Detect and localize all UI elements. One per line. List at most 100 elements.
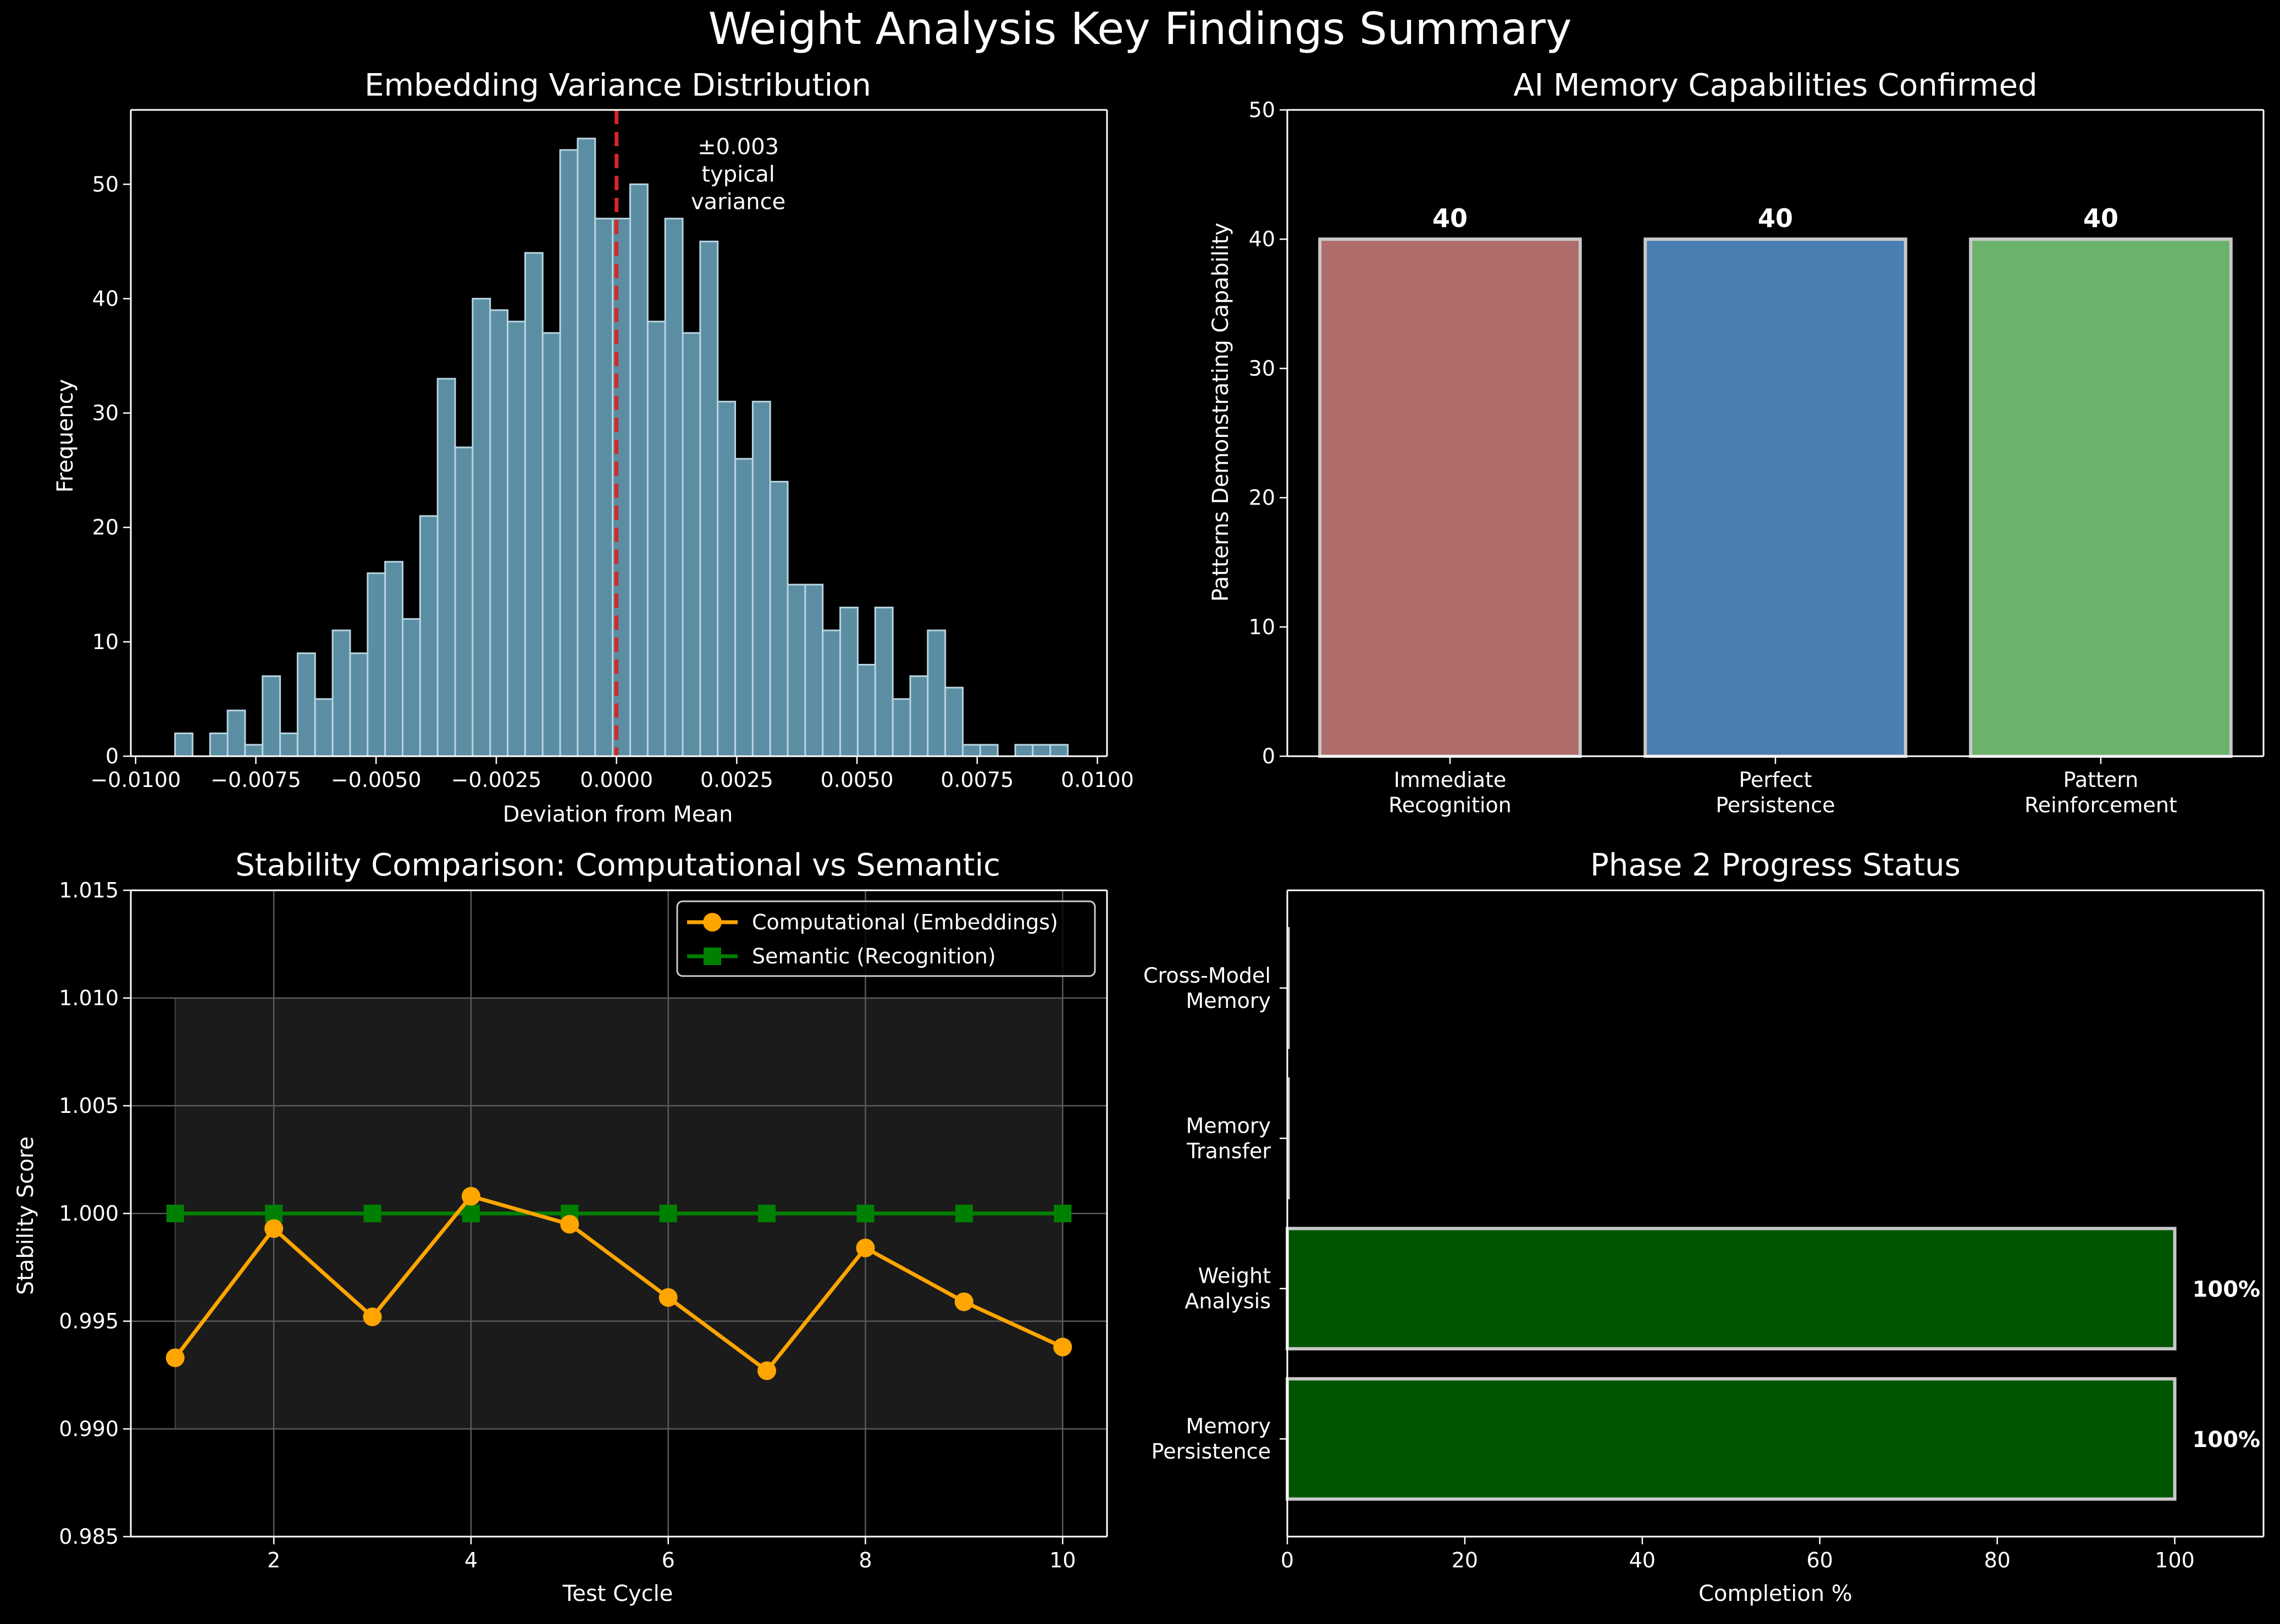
progress-title: Phase 2 Progress Status	[1590, 847, 1961, 883]
progress-category-label: Analysis	[1185, 1289, 1271, 1313]
computational-point	[560, 1215, 579, 1234]
stability-x-tick-label: 2	[267, 1548, 280, 1572]
capabilities-y-tick-label: 0	[1262, 744, 1275, 768]
histogram-bar	[717, 401, 737, 757]
histogram-bar	[541, 332, 561, 757]
histogram-bar	[507, 320, 526, 757]
capability-category-label: Immediate	[1394, 768, 1507, 792]
histogram-bar	[769, 480, 789, 757]
legend-box	[676, 900, 1096, 977]
capabilities-y-axis-label: Patterns Demonstrating Capability	[1208, 223, 1233, 602]
histogram-y-axis-label: Frequency	[53, 379, 78, 493]
stability-x-tick-label: 6	[662, 1548, 675, 1572]
progress-x-tick-label: 60	[1807, 1548, 1833, 1572]
histogram-x-axis-label: Deviation from Mean	[503, 802, 733, 827]
histogram-bar	[384, 561, 403, 757]
progress-x-tick-label: 20	[1452, 1548, 1478, 1572]
progress-category-label: Cross-Model	[1143, 963, 1271, 988]
progress-x-axis-label: Completion %	[1698, 1581, 1852, 1606]
histogram-bar	[489, 309, 509, 757]
histogram-bar	[349, 652, 369, 757]
histogram-bar	[804, 584, 824, 757]
histogram-bar	[1049, 744, 1069, 757]
progress-value-label: 100%	[2193, 1277, 2261, 1302]
computational-point	[264, 1219, 284, 1238]
stability-panel: Stability Comparison: Computational vs S…	[13, 847, 1108, 1606]
histogram-bar	[419, 515, 439, 757]
histogram-bar	[594, 218, 614, 757]
capability-category-label: Reinforcement	[2024, 793, 2177, 817]
capability-category-label: Recognition	[1388, 793, 1512, 817]
capability-value-label: 40	[1432, 203, 1468, 233]
computational-point	[954, 1292, 973, 1311]
histogram-bar	[226, 710, 246, 757]
computational-point	[363, 1307, 382, 1327]
stability-y-tick-label: 0.995	[59, 1309, 119, 1333]
histogram-bar	[577, 137, 596, 757]
progress-bar	[1286, 1377, 2177, 1501]
stability-x-axis-label: Test Cycle	[562, 1581, 673, 1606]
semantic-point	[363, 1205, 381, 1222]
histogram-panel: Embedding Variance Distribution Deviatio…	[53, 68, 1134, 827]
capability-bar	[1969, 237, 2233, 758]
histogram-x-tick-label: −0.0100	[90, 768, 181, 792]
histogram-bar	[262, 675, 281, 757]
histogram-bar	[1014, 744, 1034, 757]
legend-entry-label: Semantic (Recognition)	[752, 944, 996, 968]
histogram-bar	[646, 320, 666, 757]
progress-category-label: Weight	[1198, 1264, 1271, 1288]
capabilities-y-tick-label: 30	[1249, 356, 1275, 380]
histogram-y-tick-label: 0	[106, 744, 119, 768]
stability-title: Stability Comparison: Computational vs S…	[235, 847, 1000, 883]
variance-annotation-line: typical	[701, 162, 774, 187]
capabilities-y-tick-label: 10	[1249, 615, 1275, 639]
capabilities-panel: AI Memory Capabilities Confirmed Pattern…	[1208, 68, 2265, 817]
progress-category-label: Transfer	[1186, 1139, 1271, 1163]
capabilities-title: AI Memory Capabilities Confirmed	[1513, 68, 2037, 103]
stability-y-tick-label: 1.015	[59, 878, 119, 902]
variance-annotation-line: ±0.003	[698, 134, 779, 159]
semantic-point	[955, 1205, 973, 1222]
stability-y-tick-label: 1.010	[59, 986, 119, 1010]
stability-x-tick-label: 8	[859, 1548, 872, 1572]
progress-category-label: Memory	[1186, 1113, 1271, 1138]
histogram-bar	[909, 675, 929, 757]
progress-category-label: Persistence	[1152, 1439, 1271, 1464]
histogram-bar	[401, 618, 421, 757]
histogram-bar	[314, 698, 334, 757]
stability-y-tick-label: 0.985	[59, 1525, 119, 1549]
legend-swatch-marker	[703, 913, 722, 932]
histogram-title: Embedding Variance Distribution	[364, 68, 871, 103]
histogram-bar	[892, 698, 911, 757]
histogram-bar	[927, 629, 947, 757]
capability-category-label: Perfect	[1739, 768, 1812, 792]
histogram-bar	[244, 744, 264, 757]
histogram-bar	[962, 744, 981, 757]
capability-bar	[1318, 237, 1582, 758]
stability-x-tick-label: 4	[464, 1548, 478, 1572]
histogram-bar	[1032, 744, 1052, 757]
histogram-x-tick-label: 0.0050	[821, 768, 894, 792]
series-line-computational	[173, 1194, 1064, 1373]
figure-title: Weight Analysis Key Findings Summary	[709, 3, 1572, 54]
capabilities-y-tick-label: 40	[1249, 227, 1275, 251]
histogram-bar	[979, 744, 999, 757]
histogram-y-tick-label: 40	[92, 286, 119, 311]
histogram-bar	[787, 584, 806, 757]
histogram-bar	[331, 629, 351, 757]
histogram-x-tick-label: 0.0025	[700, 768, 773, 792]
semantic-point	[462, 1205, 480, 1222]
computational-point	[757, 1361, 777, 1381]
stability-y-tick-label: 0.990	[59, 1417, 119, 1441]
histogram-bar	[174, 732, 193, 757]
progress-bar	[1286, 1227, 2177, 1351]
histogram-x-tick-label: −0.0075	[211, 768, 301, 792]
histogram-x-tick-label: −0.0025	[451, 768, 542, 792]
progress-x-tick-label: 80	[1984, 1548, 2010, 1572]
histogram-bar	[822, 629, 842, 757]
computational-point	[461, 1187, 480, 1206]
progress-x-tick-label: 0	[1281, 1548, 1294, 1572]
histogram-x-tick-label: 0.0075	[940, 768, 1014, 792]
histogram-bar	[436, 378, 456, 757]
